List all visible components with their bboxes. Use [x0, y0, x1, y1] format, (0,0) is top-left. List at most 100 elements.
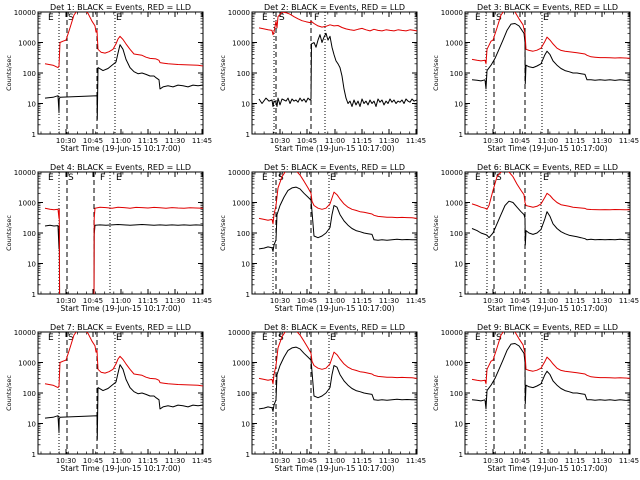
y-axis-label: Counts/sec — [432, 215, 440, 251]
events-series-line — [44, 224, 61, 294]
y-tick-label: 10000 — [14, 9, 36, 17]
y-tick-label: 100 — [237, 70, 250, 78]
y-tick-label: 1000 — [445, 360, 463, 368]
y-tick-label: 1000 — [445, 40, 463, 48]
x-tick-label: 10:30 — [483, 137, 503, 145]
x-tick-label: 10:45 — [83, 457, 103, 465]
events-series-line — [258, 346, 417, 412]
y-tick-label: 1 — [32, 451, 36, 459]
panel-det-8: Det 8: BLACK = Events, RED = LLD 1 10 100 10… — [219, 323, 426, 473]
x-tick-label: 11:15 — [352, 457, 372, 465]
x-tick-label: 10:30 — [56, 457, 76, 465]
y-tick-label: 100 — [237, 390, 250, 398]
interval-label: E — [543, 13, 549, 23]
y-tick-label: 100 — [450, 390, 463, 398]
x-tick-label: 11:15 — [352, 297, 372, 305]
panel-title: Det 2: BLACK = Events, RED = LLD — [264, 3, 405, 12]
y-tick-label: 100 — [237, 230, 250, 238]
series-group — [471, 12, 630, 90]
interval-label: E — [475, 173, 481, 183]
panel-title: Det 1: BLACK = Events, RED = LLD — [50, 3, 191, 12]
y-axis-label: Counts/sec — [219, 375, 227, 411]
x-tick-label: 10:30 — [483, 457, 503, 465]
y-tick-label: 1 — [459, 291, 463, 299]
x-axis-label: Start Time (19-Jun-15 10:17:00) — [61, 464, 181, 473]
x-tick-label: 11:00 — [111, 137, 131, 145]
interval-label: S — [68, 13, 74, 23]
series-group — [258, 172, 417, 252]
series-group — [44, 332, 203, 440]
x-tick-label: 11:15 — [352, 137, 372, 145]
y-tick-label: 10000 — [228, 329, 250, 337]
x-tick-label: 11:30 — [379, 457, 399, 465]
x-tick-label: 10:45 — [510, 137, 530, 145]
lld-series-line — [258, 172, 417, 225]
series-group — [44, 206, 203, 294]
x-tick-label: 11:15 — [138, 137, 158, 145]
panel-det-3: Det 3: BLACK = Events, RED = LLD 1 10 100 10… — [432, 3, 639, 153]
x-axis-label: Start Time (19-Jun-15 10:17:00) — [61, 144, 181, 153]
events-series-line — [93, 224, 203, 294]
panel-title: Det 4: BLACK = Events, RED = LLD — [50, 163, 191, 172]
x-tick-label: 11:30 — [379, 297, 399, 305]
series-group — [258, 12, 417, 107]
panel-det-9: Det 9: BLACK = Events, RED = LLD 1 10 100 10… — [432, 323, 639, 473]
x-tick-label: 10:30 — [56, 137, 76, 145]
interval-label: S — [496, 173, 502, 183]
panel-title: Det 9: BLACK = Events, RED = LLD — [477, 323, 618, 332]
y-tick-label: 100 — [450, 70, 463, 78]
x-tick-label: 11:30 — [592, 137, 612, 145]
lld-series-line — [471, 12, 630, 65]
y-tick-label: 10 — [27, 261, 36, 269]
interval-label: S — [68, 173, 74, 183]
x-tick-label: 11:00 — [538, 137, 558, 145]
plot-frame — [464, 11, 631, 135]
lld-series-line — [258, 12, 417, 36]
interval-label: E — [116, 333, 122, 343]
events-series-line — [44, 44, 203, 120]
y-tick-label: 100 — [23, 230, 36, 238]
interval-label: E — [330, 173, 336, 183]
x-tick-label: 11:00 — [538, 457, 558, 465]
x-tick-label: 11:45 — [619, 137, 639, 145]
y-axis-label: Counts/sec — [219, 215, 227, 251]
lld-series-line — [44, 332, 203, 389]
x-tick-label: 11:30 — [379, 137, 399, 145]
lld-series-line — [471, 332, 630, 385]
series-group — [44, 12, 203, 120]
y-tick-label: 10000 — [14, 329, 36, 337]
panel-title: Det 7: BLACK = Events, RED = LLD — [50, 323, 191, 332]
y-axis-label: Counts/sec — [219, 55, 227, 91]
x-axis-label: Start Time (19-Jun-15 10:17:00) — [275, 144, 395, 153]
panel-det-2: Det 2: BLACK = Events, RED = LLD 1 10 100 10… — [219, 3, 426, 153]
interval-label: S — [279, 13, 285, 23]
interval-label: E — [330, 333, 336, 343]
series-group — [471, 172, 630, 246]
x-tick-label: 11:15 — [138, 297, 158, 305]
y-axis-label: Counts/sec — [432, 375, 440, 411]
lld-series-line — [44, 207, 61, 294]
x-tick-label: 11:45 — [192, 457, 212, 465]
y-tick-label: 10 — [454, 261, 463, 269]
interval-label: E — [543, 173, 549, 183]
panel-det-5: Det 5: BLACK = Events, RED = LLD 1 10 100 10… — [219, 163, 426, 313]
y-tick-label: 1000 — [445, 200, 463, 208]
x-tick-label: 10:45 — [297, 457, 317, 465]
y-tick-label: 1 — [32, 131, 36, 139]
y-tick-label: 100 — [23, 70, 36, 78]
y-tick-label: 10000 — [14, 169, 36, 177]
x-tick-label: 11:00 — [325, 137, 345, 145]
x-axis-label: Start Time (19-Jun-15 10:17:00) — [275, 464, 395, 473]
x-tick-label: 11:15 — [565, 297, 585, 305]
x-tick-label: 10:30 — [270, 457, 290, 465]
y-axis-label: Counts/sec — [432, 55, 440, 91]
panel-det-1: Det 1: BLACK = Events, RED = LLD 1 10 100 10… — [5, 3, 212, 153]
x-axis-label: Start Time (19-Jun-15 10:17:00) — [488, 464, 608, 473]
y-tick-label: 10 — [27, 421, 36, 429]
x-tick-label: 11:15 — [565, 137, 585, 145]
y-tick-label: 10 — [454, 421, 463, 429]
y-tick-label: 1000 — [18, 360, 36, 368]
events-series-line — [471, 343, 630, 410]
x-axis-label: Start Time (19-Jun-15 10:17:00) — [275, 304, 395, 313]
